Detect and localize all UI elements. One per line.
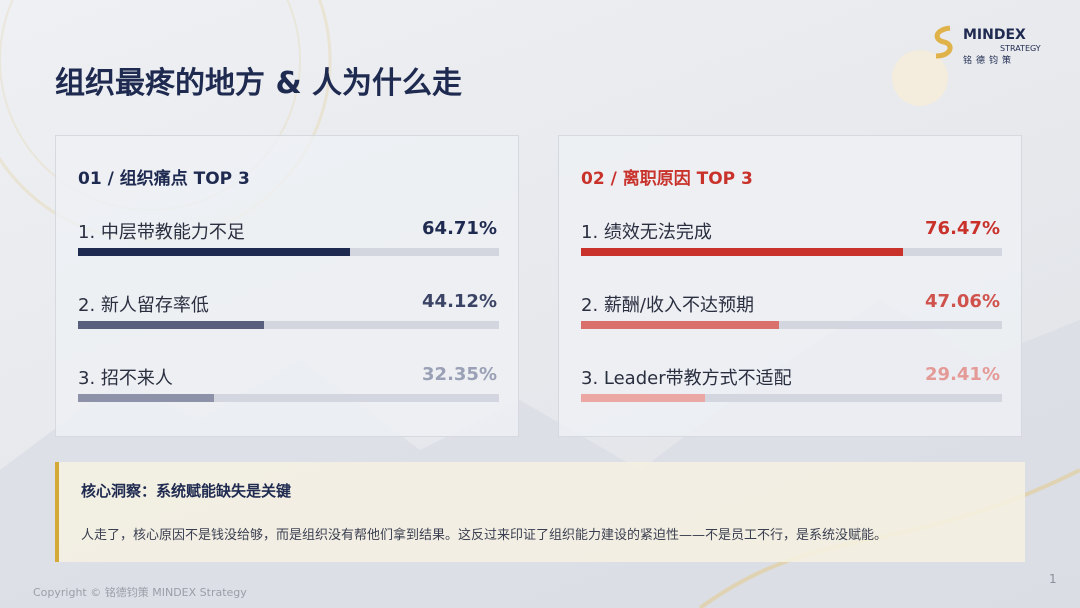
value-label: 29.41% [925, 364, 1000, 385]
logo-sub: STRATEGY [1000, 44, 1041, 53]
bar [581, 394, 705, 402]
insight-box: 核心洞察：系统赋能缺失是关键 人走了，核心原因不是钱没给够，而是组织没有帮他们拿… [55, 462, 1025, 562]
copyright: Copyright © 铭德钧策 MINDEX Strategy [33, 586, 247, 599]
bar [581, 248, 903, 256]
slide-title: 组织最疼的地方 & 人为什么走 [55, 66, 463, 101]
bar-track [581, 248, 1002, 256]
panel: 02 / 离职原因 TOP 3 1. 绩效无法完成 76.47% 2. 薪酬/收入不达… [558, 135, 1022, 437]
bar-track [78, 394, 499, 402]
panel-title: 02 / 离职原因 TOP 3 [581, 169, 753, 189]
bar-track [581, 394, 1002, 402]
insight-title: 核心洞察：系统赋能缺失是关键 [81, 482, 292, 500]
item-label: 2. 新人留存率低 [78, 295, 209, 316]
bar [78, 321, 264, 329]
bar [78, 394, 215, 402]
panel-title: 01 / 组织痛点 TOP 3 [78, 169, 250, 189]
logo-cn: 铭德钧策 [963, 56, 1016, 66]
logo-name: MINDEX [963, 27, 1026, 43]
panel: 01 / 组织痛点 TOP 3 1. 中层带教能力不足 64.71% 2. 新人留存率… [55, 135, 519, 437]
bar-track [78, 321, 499, 329]
item-label: 1. 中层带教能力不足 [78, 222, 245, 243]
bar-track [78, 248, 499, 256]
item-label: 2. 薪酬/收入不达预期 [581, 295, 754, 316]
value-label: 32.35% [422, 364, 497, 385]
bar [581, 321, 780, 329]
logo-mark [934, 25, 953, 59]
value-label: 44.12% [422, 291, 497, 312]
bar [78, 248, 351, 256]
item-label: 1. 绩效无法完成 [581, 222, 712, 243]
item-label: 3. Leader带教方式不适配 [581, 368, 792, 389]
value-label: 76.47% [925, 218, 1000, 239]
item-label: 3. 招不来人 [78, 368, 173, 389]
page-number: 1 [1049, 572, 1057, 586]
bar-track [581, 321, 1002, 329]
value-label: 47.06% [925, 291, 1000, 312]
insight-body: 人走了，核心原因不是钱没给够，而是组织没有帮他们拿到结果。这反过来印证了组织能力… [81, 528, 888, 543]
value-label: 64.71% [422, 218, 497, 239]
